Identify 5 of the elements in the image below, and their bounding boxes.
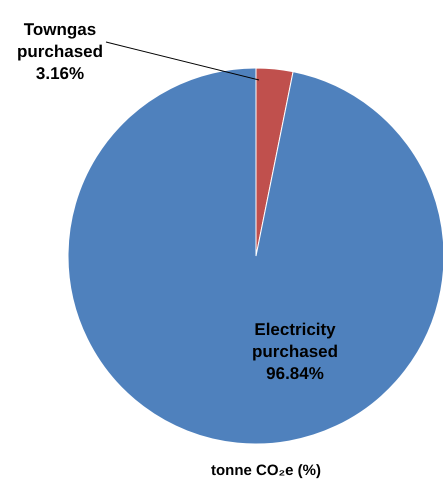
data-label: 3.16% [36, 64, 84, 83]
data-label: 96.84% [266, 364, 324, 383]
slice-label: Electricity purchased [252, 320, 338, 361]
text: tonne CO₂e (%) [211, 462, 321, 479]
slice-label: Towngas purchased [17, 20, 103, 61]
